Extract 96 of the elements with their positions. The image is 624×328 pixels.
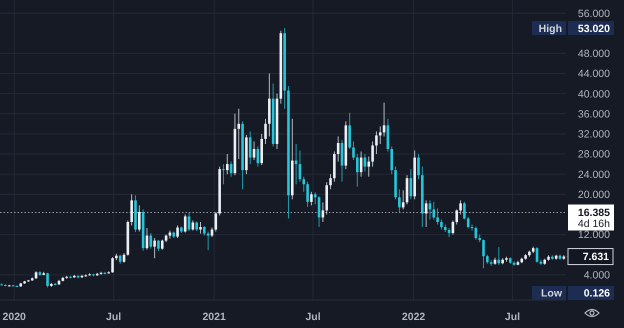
candlestick (206, 231, 210, 251)
y-tick-label: 32.000 (578, 128, 610, 141)
candlestick (318, 196, 320, 228)
candlestick (153, 238, 156, 259)
candlestick (498, 246, 500, 266)
text: 0.126 (584, 288, 610, 300)
candlestick (302, 176, 306, 192)
candlestick (226, 154, 229, 175)
candlestick (214, 211, 218, 232)
candlestick (252, 140, 256, 161)
y-tick-label: 12.000 (578, 229, 610, 242)
candlestick (264, 118, 267, 144)
y-tick-label: 20.000 (578, 188, 610, 201)
text: 4d 16h (578, 218, 610, 230)
candlestick (432, 201, 436, 220)
candlestick (455, 208, 458, 225)
candlestick (146, 228, 148, 250)
x-tick-label: 2020 (2, 311, 26, 323)
candlestick (336, 136, 340, 162)
candlestick (352, 140, 355, 161)
text: 53.020 (578, 22, 610, 35)
candlestick (536, 246, 538, 264)
annotation: Low (541, 288, 563, 300)
candlestick (367, 156, 370, 178)
candlestick (203, 226, 206, 236)
x-tick-label: 2021 (202, 311, 226, 323)
candlestick (199, 221, 202, 234)
candlestick (230, 161, 232, 178)
candlestick (122, 252, 126, 264)
y-tick-label: 36.000 (578, 108, 610, 120)
y-tick-label: 40.000 (578, 88, 610, 100)
candlestick (428, 200, 432, 220)
candlestick (386, 118, 390, 152)
candlestick (237, 108, 240, 160)
candlestick (111, 256, 114, 274)
candlestick (436, 208, 439, 225)
candlestick (195, 220, 198, 232)
candlestick (298, 150, 302, 182)
candlestick (188, 212, 190, 232)
y-tick-label: 56.000 (578, 8, 610, 20)
candlestick (149, 232, 152, 250)
candlestick (410, 168, 412, 200)
candlestick (459, 200, 462, 215)
ref-line-label: 16.385 (578, 207, 610, 220)
candlestick (390, 146, 394, 175)
candlestick (356, 154, 359, 188)
candlestick (222, 164, 225, 185)
candlestick (382, 102, 386, 137)
candlestick (398, 188, 401, 212)
candlestick (157, 240, 160, 252)
candlestick (486, 254, 489, 264)
candlestick (424, 200, 428, 228)
candlestick (118, 254, 122, 264)
candlestick (130, 194, 133, 226)
candlestick (474, 226, 478, 240)
annotation: 7.631 (582, 251, 610, 264)
candlestick (160, 239, 164, 250)
x-tick-label: Jul (106, 311, 122, 323)
y-tick-label: 48.000 (578, 48, 610, 60)
candlestick (210, 227, 214, 238)
x-tick-label: Jul (504, 311, 520, 323)
candlestick (192, 220, 194, 232)
candlestick (440, 218, 443, 230)
candlestick (448, 228, 450, 238)
candlestick (482, 239, 485, 269)
candlestick (322, 202, 324, 222)
candlestick (402, 190, 404, 210)
x-tick-label: Jul (305, 311, 321, 323)
candlestick (294, 143, 298, 185)
annotation: High (538, 22, 562, 35)
candlestick (314, 192, 317, 205)
candlestick (348, 112, 351, 150)
candlestick (248, 130, 252, 165)
y-tick-label: 24.000 (578, 168, 610, 181)
candlestick (184, 214, 187, 234)
candlestick (375, 130, 378, 155)
x-tick-label: 2022 (402, 311, 426, 323)
candlestick (360, 151, 362, 178)
candlestick (306, 181, 309, 208)
candlestick (46, 272, 49, 288)
candlestick (329, 174, 332, 190)
candlestick (417, 154, 420, 180)
candlestick (176, 225, 179, 239)
candlestick (364, 154, 366, 172)
candlestick (138, 204, 141, 232)
candlestick (256, 146, 260, 168)
candlestick (452, 220, 454, 236)
y-tick-label: 4.000 (584, 270, 610, 282)
candlestick (310, 191, 313, 206)
candlestick (466, 216, 470, 230)
candlestick (378, 126, 382, 144)
candlestick (463, 201, 466, 220)
candlestick (340, 139, 344, 182)
y-tick-label: 28.000 (578, 148, 610, 161)
candlestick (371, 140, 374, 168)
y-tick-label: 44.000 (578, 68, 610, 80)
